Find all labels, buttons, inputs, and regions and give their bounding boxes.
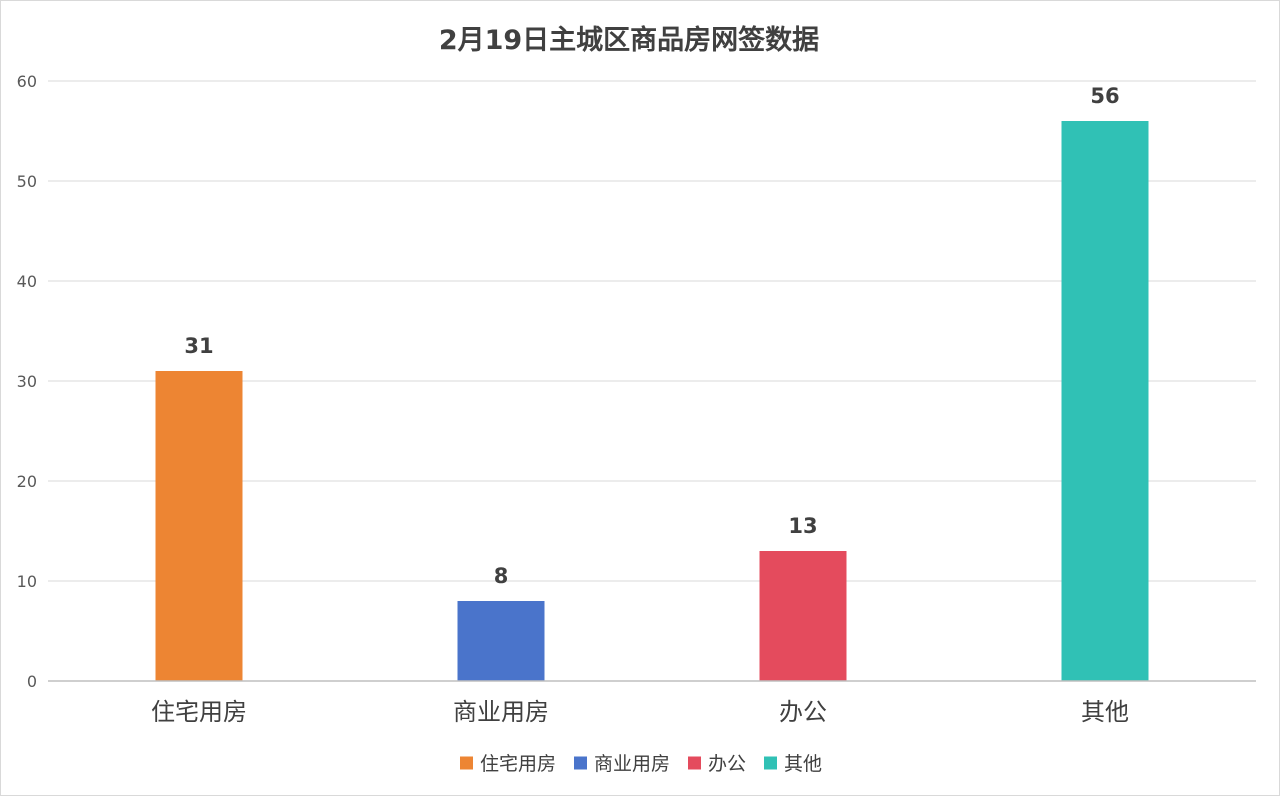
legend-swatch <box>460 756 473 770</box>
bar-2 <box>457 601 545 681</box>
legend-swatch <box>764 756 777 770</box>
data-label: 56 <box>1090 84 1119 108</box>
bars <box>155 121 1149 681</box>
data-label: 31 <box>184 334 213 358</box>
y-tick-label: 40 <box>17 272 37 291</box>
y-tick-label: 50 <box>17 172 37 191</box>
chart-title: 2月19日主城区商品房网签数据 <box>439 24 819 56</box>
x-tick-label: 商业用房 <box>453 698 549 726</box>
data-label: 8 <box>494 564 509 588</box>
y-tick-label: 0 <box>27 672 37 691</box>
legend: 住宅用房 商业用房 办公 其他 <box>460 753 822 775</box>
legend-entry: 住宅用房 <box>480 753 556 775</box>
data-labels: 31 8 13 56 <box>184 84 1119 588</box>
bar-3 <box>759 551 847 681</box>
legend-entry: 其他 <box>784 753 822 775</box>
bar-1 <box>155 371 243 681</box>
y-tick-label: 20 <box>17 472 37 491</box>
y-axis-tick-labels: 0 10 20 30 40 50 60 <box>17 72 37 691</box>
bar-4 <box>1061 121 1149 681</box>
legend-entry: 商业用房 <box>594 753 670 775</box>
legend-swatch <box>688 756 701 770</box>
legend-swatch <box>574 756 587 770</box>
legend-entry: 办公 <box>708 753 746 775</box>
y-tick-label: 30 <box>17 372 37 391</box>
x-tick-label: 住宅用房 <box>151 698 247 726</box>
x-tick-label: 办公 <box>779 698 827 726</box>
x-axis-tick-labels: 住宅用房 商业用房 办公 其他 <box>151 698 1129 726</box>
grid-lines <box>48 80 1256 582</box>
data-label: 13 <box>788 514 817 538</box>
y-tick-label: 60 <box>17 72 37 91</box>
x-tick-label: 其他 <box>1081 698 1129 726</box>
y-tick-label: 10 <box>17 572 37 591</box>
